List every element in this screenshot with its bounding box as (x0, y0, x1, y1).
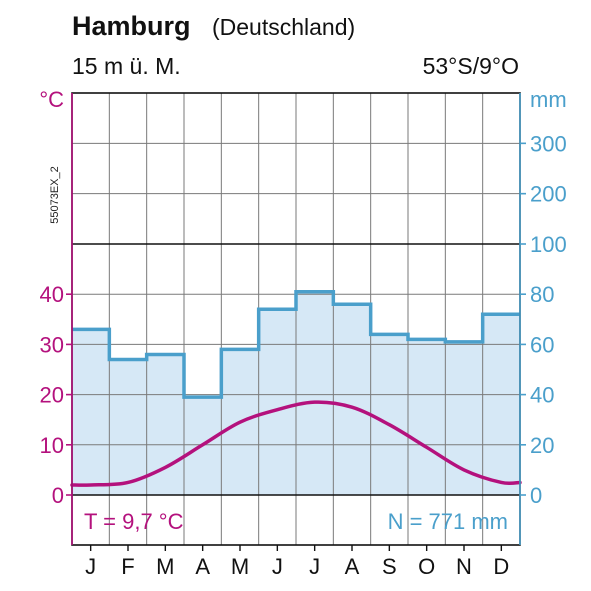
month-label: M (156, 554, 174, 579)
temperature-tick-label: 10 (40, 433, 64, 458)
month-label: O (418, 554, 435, 579)
precipitation-tick-label: 80 (530, 282, 554, 307)
temperature-tick-label: 40 (40, 282, 64, 307)
month-label: J (272, 554, 283, 579)
temperature-unit-label: °C (39, 87, 64, 112)
month-label: J (85, 554, 96, 579)
temperature-line (70, 400, 522, 487)
precipitation-axis: 0 20 40 60 80 100 200 300 (520, 131, 567, 508)
precipitation-tick-label: 20 (530, 433, 554, 458)
precipitation-tick-label: 300 (530, 131, 567, 156)
month-label: A (195, 554, 210, 579)
diagram-code: 55073EX_2 (49, 166, 61, 224)
coordinates-label: 53°S/9°O (423, 53, 519, 79)
month-label: N (456, 554, 472, 579)
precipitation-summary: N = 771 mm (388, 509, 508, 534)
precipitation-tick-label: 60 (530, 332, 554, 357)
month-label: S (382, 554, 397, 579)
chart-title-country: (Deutschland) (212, 14, 355, 40)
month-label: D (493, 554, 509, 579)
precipitation-tick-label: 100 (530, 232, 567, 257)
temperature-tick-label: 20 (40, 383, 64, 408)
precipitation-tick-label: 40 (530, 383, 554, 408)
temperature-axis: 0 10 20 30 40 (40, 282, 72, 508)
precipitation-line (72, 289, 520, 399)
precipitation-unit-label: mm (530, 87, 567, 112)
month-label: M (231, 554, 249, 579)
precipitation-tick-label: 200 (530, 182, 567, 207)
temperature-tick-label: 0 (52, 483, 64, 508)
month-label: J (309, 554, 320, 579)
temperature-summary: T = 9,7 °C (84, 509, 184, 534)
temperature-tick-label: 30 (40, 332, 64, 357)
chart-title-city: Hamburg (72, 11, 191, 41)
month-label: A (345, 554, 360, 579)
grid (72, 93, 520, 545)
elevation-label: 15 m ü. M. (72, 53, 181, 79)
temperature-series (70, 400, 522, 487)
month-label: F (121, 554, 134, 579)
plot-frame (71, 92, 521, 546)
precipitation-tick-label: 0 (530, 483, 542, 508)
precipitation-series (72, 289, 520, 399)
